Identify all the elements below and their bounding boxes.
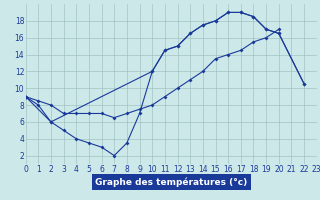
X-axis label: Graphe des températures (°c): Graphe des températures (°c) xyxy=(95,177,247,187)
